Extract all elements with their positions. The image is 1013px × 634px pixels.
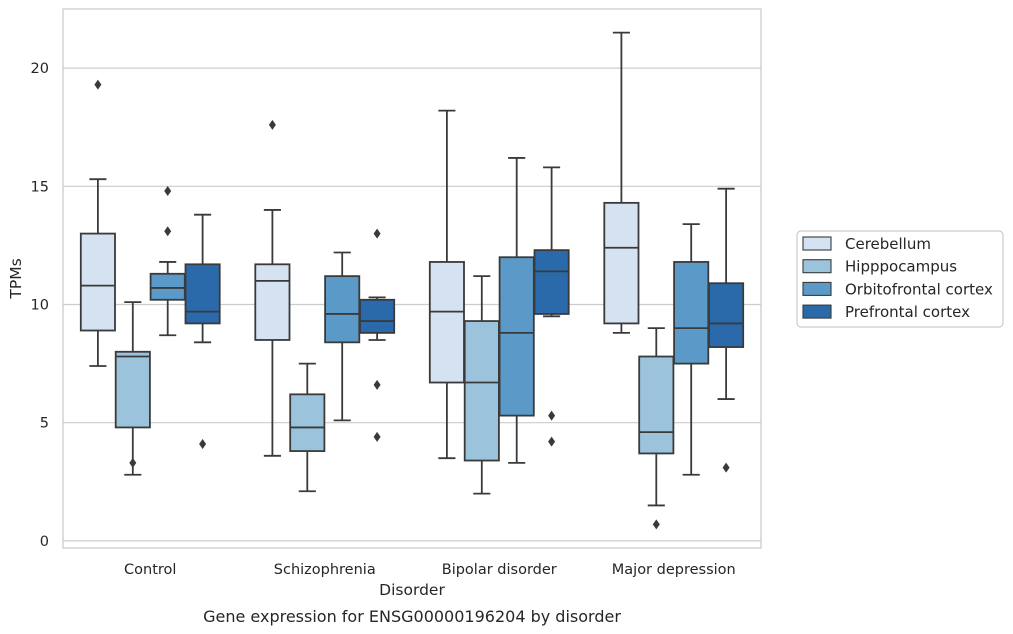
outlier-point	[722, 462, 730, 473]
legend-swatch	[802, 304, 832, 319]
box-body	[359, 298, 396, 334]
boxes	[79, 31, 745, 530]
x-tick-label: Bipolar disorder	[442, 562, 557, 578]
box-2-0	[428, 109, 465, 460]
box-3-3	[708, 187, 745, 473]
box-1-2	[324, 251, 361, 422]
legend-swatch	[802, 259, 832, 274]
outlier-point	[129, 457, 137, 468]
box-0-0	[79, 79, 116, 367]
outlier-point	[548, 436, 556, 447]
box-3-2	[673, 223, 710, 476]
box-body	[184, 263, 221, 325]
box-body	[254, 263, 291, 341]
box-2-2	[498, 157, 535, 464]
y-tick-label: 15	[31, 179, 49, 195]
box-body	[114, 350, 151, 429]
box-body	[638, 355, 675, 455]
outlier-point	[652, 519, 660, 530]
plot-frame	[62, 8, 762, 549]
box-body	[463, 320, 500, 462]
x-tick-labels: Control Schizophrenia Bipolar disorder Majo…	[124, 562, 736, 578]
legend-swatch	[802, 236, 832, 251]
box-2-3	[533, 166, 570, 447]
y-tick-labels: 0 5 10 15 20	[31, 61, 49, 550]
box-body	[79, 232, 116, 332]
box-1-3	[359, 228, 396, 442]
x-axis-label: Disorder	[379, 581, 445, 599]
y-tick-label: 0	[40, 534, 49, 550]
box-0-3	[184, 213, 221, 449]
outlier-point	[373, 431, 381, 442]
box-0-2	[149, 186, 186, 337]
box-body	[428, 261, 465, 384]
legend-label: Hipppocampus	[845, 258, 957, 276]
box-1-0	[254, 119, 291, 457]
legend-label: Prefrontal cortex	[845, 303, 970, 321]
outlier-point	[164, 186, 172, 197]
y-axis-label: TPMs	[7, 258, 25, 299]
box-3-1	[638, 327, 675, 530]
box-body	[708, 282, 745, 348]
box-body	[603, 201, 640, 325]
x-tick-label: Major depression	[612, 562, 736, 578]
y-tick-label: 10	[31, 298, 49, 314]
y-tick-label: 5	[40, 416, 49, 432]
box-body	[324, 275, 361, 344]
outlier-point	[164, 226, 172, 237]
x-tick-label: Control	[124, 562, 176, 578]
legend: Cerebellum Hipppocampus Orbitofrontal cort…	[796, 230, 1004, 328]
box-body	[289, 393, 326, 452]
box-3-0	[603, 31, 640, 334]
box-body	[673, 261, 710, 365]
box-2-1	[463, 275, 500, 495]
box-1-1	[289, 362, 326, 493]
box-0-1	[114, 301, 151, 476]
legend-swatch	[802, 281, 832, 296]
box-body	[533, 249, 570, 315]
outlier-point	[373, 379, 381, 390]
legend-label: Orbitofrontal cortex	[845, 280, 993, 298]
outlier-point	[199, 438, 207, 449]
legend-label: Cerebellum	[845, 235, 931, 253]
chart-caption: Gene expression for ENSG00000196204 by d…	[203, 607, 621, 626]
y-tick-label: 20	[31, 61, 49, 77]
outlier-point	[548, 410, 556, 421]
box-body	[149, 272, 186, 301]
box-body	[498, 256, 535, 417]
outlier-point	[94, 79, 102, 90]
x-tick-label: Schizophrenia	[274, 562, 376, 578]
outlier-point	[268, 119, 276, 130]
outlier-point	[373, 228, 381, 239]
legend-frame	[796, 230, 1004, 328]
